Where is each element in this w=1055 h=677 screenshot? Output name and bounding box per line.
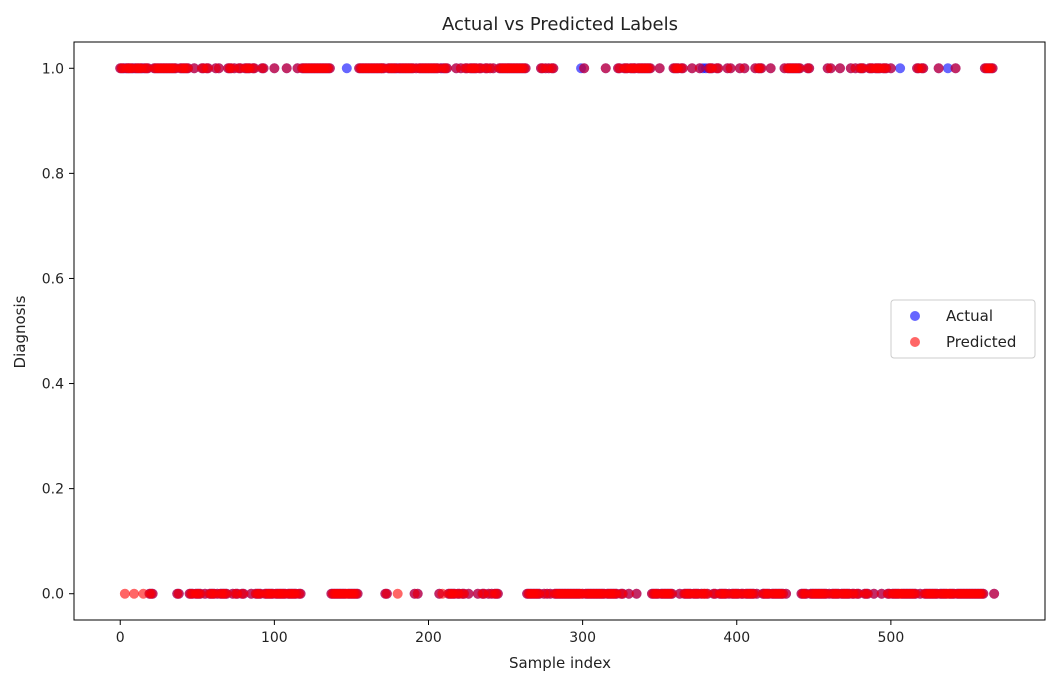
plot-frame [73, 41, 1046, 621]
predicted-point [213, 63, 224, 74]
predicted-point [441, 63, 452, 74]
y-tick-label: 0.4 [42, 377, 64, 393]
predicted-point [189, 63, 200, 74]
legend-marker-actual [910, 311, 920, 321]
predicted-point [631, 588, 642, 599]
predicted-point [989, 588, 1000, 599]
predicted-point [520, 63, 531, 74]
predicted-point [147, 588, 158, 599]
predicted-point [868, 588, 879, 599]
predicted-point [600, 63, 611, 74]
legend-box [890, 299, 1036, 359]
y-axis-ticks: 0.0 0.2 0.4 0.6 0.8 1.0 [42, 61, 74, 603]
predicted-point [492, 588, 503, 599]
predicted-point [269, 63, 280, 74]
predicted-point [804, 63, 815, 74]
legend-label-predicted: Predicted [946, 333, 1016, 351]
actual-point [942, 63, 953, 74]
predicted-point [548, 63, 559, 74]
x-axis-label: Sample index [509, 654, 611, 672]
predicted-point [694, 63, 705, 74]
predicted-point [654, 63, 665, 74]
predicted-point [713, 63, 724, 74]
predicted-point [352, 588, 363, 599]
predicted-point [203, 63, 214, 74]
x-tick-label: 300 [569, 630, 596, 646]
x-tick-label: 500 [878, 630, 905, 646]
predicted-point [918, 63, 929, 74]
predicted-point [463, 588, 474, 599]
predicted-point [281, 63, 292, 74]
predicted-point [933, 63, 944, 74]
x-tick-label: 0 [116, 630, 125, 646]
actual-point [341, 63, 352, 74]
predicted-point [238, 588, 249, 599]
predicted-point [677, 63, 688, 74]
predicted-point [258, 63, 269, 74]
predicted-point [392, 588, 403, 599]
predicted-point [739, 63, 750, 74]
predicted-point [725, 63, 736, 74]
predicted-point [645, 63, 656, 74]
predicted-point [756, 63, 767, 74]
predicted-point [249, 63, 260, 74]
predicted-point [412, 588, 423, 599]
series-predicted [115, 63, 1000, 599]
predicted-point [129, 588, 140, 599]
y-tick-label: 0.2 [42, 482, 64, 498]
y-tick-label: 0.6 [42, 271, 64, 287]
x-axis-ticks: 0 100 200 300 400 500 [116, 620, 904, 646]
predicted-point [987, 63, 998, 74]
predicted-point [825, 63, 836, 74]
x-tick-label: 200 [415, 630, 442, 646]
chart-title: Actual vs Predicted Labels [442, 14, 678, 35]
predicted-point [295, 588, 306, 599]
predicted-point [794, 63, 805, 74]
predicted-point [667, 588, 678, 599]
predicted-point [978, 588, 989, 599]
actual-point [895, 63, 906, 74]
predicted-point [173, 588, 184, 599]
predicted-point [781, 588, 792, 599]
predicted-point [381, 588, 392, 599]
predicted-point [119, 588, 130, 599]
predicted-point [579, 63, 590, 74]
predicted-point [623, 588, 634, 599]
predicted-point [687, 63, 698, 74]
x-tick-label: 100 [261, 630, 288, 646]
predicted-point [765, 63, 776, 74]
predicted-point [835, 63, 846, 74]
y-tick-label: 1.0 [42, 61, 64, 77]
y-tick-label: 0.8 [42, 166, 64, 182]
legend: Actual Predicted [890, 299, 1036, 359]
legend-marker-predicted [910, 337, 920, 347]
predicted-point [885, 63, 896, 74]
legend-label-actual: Actual [946, 307, 993, 325]
predicted-point [950, 63, 961, 74]
x-tick-label: 400 [723, 630, 750, 646]
y-tick-label: 0.0 [42, 587, 64, 603]
predicted-point [324, 63, 335, 74]
y-axis-label: Diagnosis [11, 295, 29, 368]
plot-points [115, 63, 1000, 599]
